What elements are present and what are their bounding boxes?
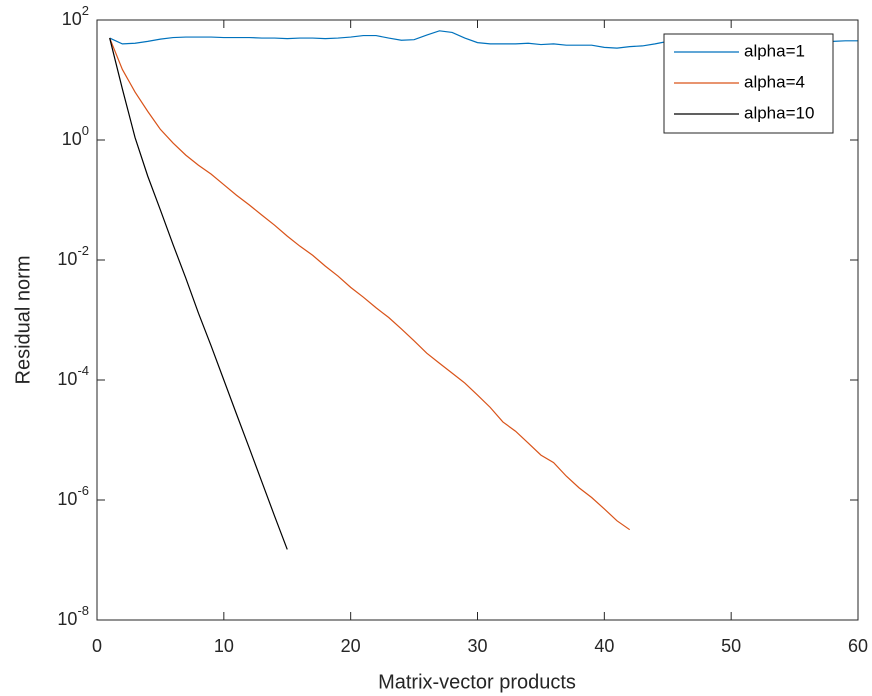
y-tick-label: 100 xyxy=(62,123,89,148)
x-tick-label: 10 xyxy=(214,636,234,656)
series-line xyxy=(109,37,288,550)
y-tick-label: 10-2 xyxy=(57,243,89,268)
y-tick-label: 102 xyxy=(62,3,89,28)
y-tick-label: 10-6 xyxy=(57,483,89,508)
axes-frame xyxy=(96,19,859,621)
y-tick-label: 10-4 xyxy=(57,363,89,388)
x-tick-label: 20 xyxy=(341,636,361,656)
x-tick-label: 0 xyxy=(92,636,102,656)
x-tick-label: 60 xyxy=(848,636,868,656)
x-tick-label: 50 xyxy=(721,636,741,656)
y-axis-title: Residual norm xyxy=(12,256,34,385)
y-tick-label: 10-8 xyxy=(57,603,89,628)
legend-label: alpha=10 xyxy=(744,103,814,122)
x-axis-title: Matrix-vector products xyxy=(378,671,576,693)
x-tick-label: 40 xyxy=(594,636,614,656)
x-tick-label: 30 xyxy=(467,636,487,656)
series-line xyxy=(109,37,631,531)
legend: alpha=1 alpha=4 alpha=10 xyxy=(663,33,834,134)
legend-label: alpha=1 xyxy=(744,41,805,60)
legend-label: alpha=4 xyxy=(744,72,805,91)
